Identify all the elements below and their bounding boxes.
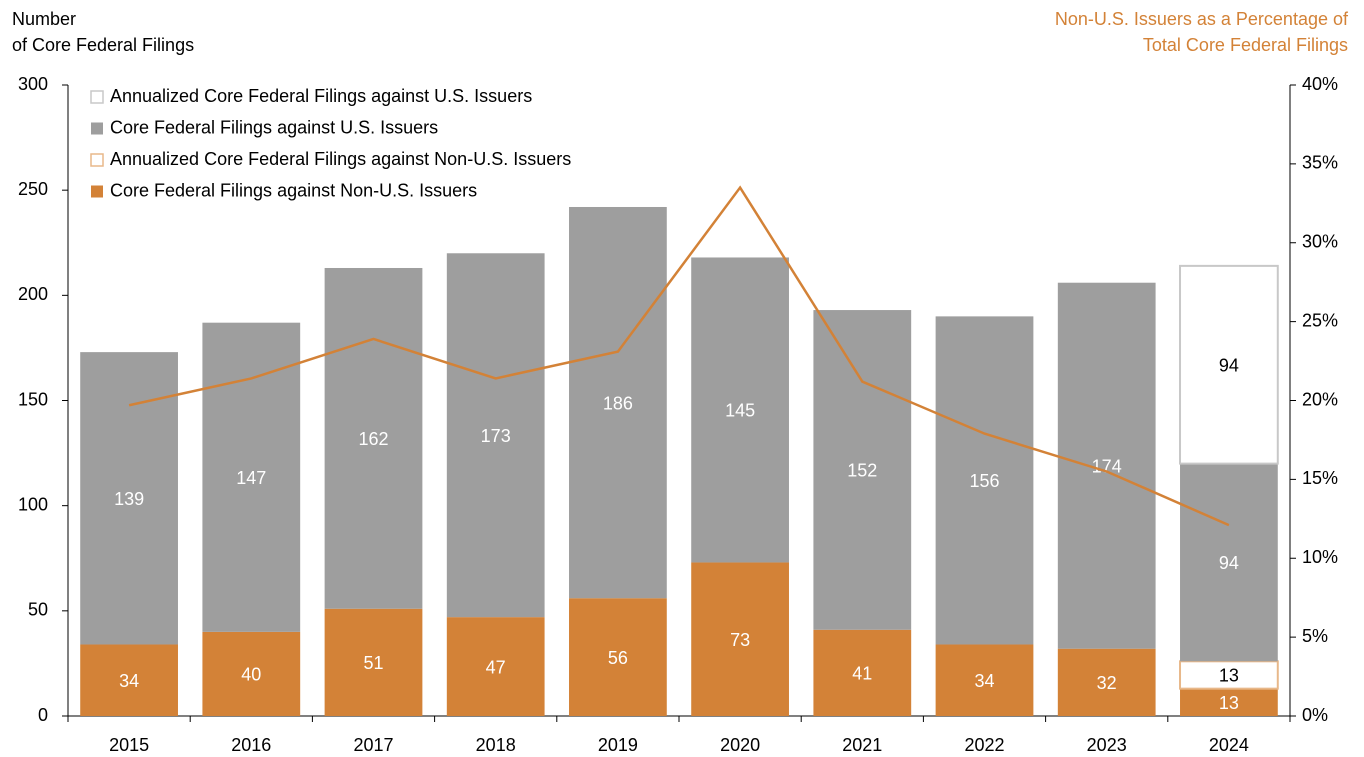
x-tick-label: 2020 (720, 735, 760, 755)
bar (80, 352, 178, 645)
legend-swatch (90, 153, 104, 167)
y-tick-label: 100 (18, 494, 48, 514)
bar-label: 13 (1219, 693, 1239, 713)
legend-swatch (90, 90, 104, 104)
legend-label: Annualized Core Federal Filings against … (110, 149, 571, 169)
bar-label: 13 (1219, 666, 1239, 686)
legend-label: Annualized Core Federal Filings against … (110, 86, 532, 106)
y2-tick-label: 40% (1302, 74, 1338, 94)
x-tick-label: 2015 (109, 735, 149, 755)
bar (202, 322, 301, 632)
bar-label: 173 (481, 426, 511, 446)
bar-label: 94 (1219, 553, 1239, 573)
y2-tick-label: 30% (1302, 232, 1338, 252)
bar (1180, 463, 1278, 662)
bar-label: 145 (725, 401, 755, 421)
bar-label: 34 (119, 671, 139, 691)
bar-label: 34 (974, 671, 994, 691)
bar (202, 631, 301, 716)
bar (80, 644, 178, 716)
x-tick-label: 2022 (964, 735, 1004, 755)
y-tick-label: 150 (18, 389, 48, 409)
x-tick-label: 2016 (231, 735, 271, 755)
bar-label: 51 (363, 653, 383, 673)
bar (813, 310, 912, 630)
bar (813, 629, 912, 716)
y-tick-label: 50 (28, 600, 48, 620)
bar (569, 206, 667, 599)
y-axis-title: Number (12, 9, 76, 29)
legend-label: Core Federal Filings against Non-U.S. Is… (110, 180, 477, 200)
bar-label: 73 (730, 630, 750, 650)
x-tick-label: 2023 (1087, 735, 1127, 755)
bar-label: 147 (236, 468, 266, 488)
bar-label: 56 (608, 648, 628, 668)
y2-tick-label: 5% (1302, 626, 1328, 646)
x-tick-label: 2017 (353, 735, 393, 755)
x-tick-label: 2021 (842, 735, 882, 755)
line (128, 185, 1230, 527)
bar-label: 40 (241, 665, 261, 685)
y2-tick-label: 20% (1302, 389, 1338, 409)
bar-label: 152 (847, 461, 877, 481)
bar (691, 257, 789, 563)
bar (1057, 648, 1156, 716)
bar-label: 156 (969, 471, 999, 491)
bar-label: 186 (603, 393, 633, 413)
y2-tick-label: 0% (1302, 705, 1328, 725)
y2-tick-label: 10% (1302, 547, 1338, 567)
bar (324, 608, 423, 716)
x-tick-label: 2019 (598, 735, 638, 755)
y2-axis-title: Total Core Federal Filings (1143, 35, 1348, 55)
bar (324, 267, 423, 609)
y-tick-label: 200 (18, 284, 48, 304)
y-tick-label: 0 (38, 705, 48, 725)
bar (1057, 282, 1156, 649)
bar-label: 139 (114, 489, 144, 509)
bar-label: 162 (358, 429, 388, 449)
legend-swatch (91, 122, 103, 135)
legend-label: Core Federal Filings against U.S. Issuer… (110, 117, 438, 137)
y2-tick-label: 15% (1302, 468, 1338, 488)
bar (446, 617, 545, 716)
bar-label: 41 (852, 664, 872, 684)
bar (935, 316, 1034, 645)
bar-label: 47 (486, 657, 506, 677)
bar (446, 253, 545, 618)
y2-axis-title: Non-U.S. Issuers as a Percentage of (1055, 9, 1349, 29)
bar-label: 94 (1219, 355, 1239, 375)
bar (1179, 264, 1279, 465)
x-tick-label: 2018 (476, 735, 516, 755)
y2-tick-label: 25% (1302, 310, 1338, 330)
y2-tick-label: 35% (1302, 153, 1338, 173)
bar-label: 32 (1097, 673, 1117, 693)
legend-swatch (91, 185, 103, 198)
y-tick-label: 300 (18, 74, 48, 94)
bar (691, 562, 789, 716)
y-axis-title: of Core Federal Filings (12, 35, 194, 55)
y-tick-label: 250 (18, 179, 48, 199)
bar (569, 598, 667, 716)
bar (935, 644, 1034, 716)
x-tick-label: 2024 (1209, 735, 1249, 755)
bar (1180, 688, 1278, 716)
bar-label: 174 (1092, 456, 1122, 476)
